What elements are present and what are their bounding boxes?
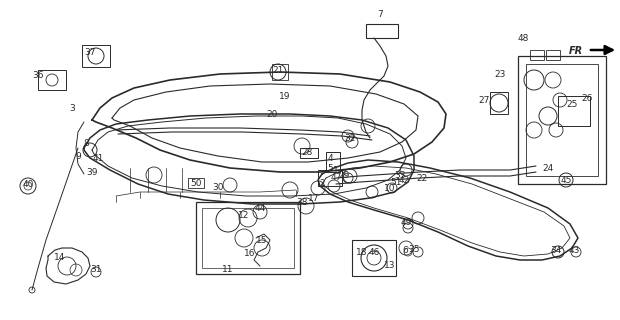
Text: 36: 36 [32, 70, 44, 79]
Text: 12: 12 [238, 211, 250, 220]
Bar [352, 240, 396, 276]
Text: 41: 41 [92, 154, 104, 163]
Text: 25: 25 [566, 100, 578, 108]
Bar [558, 96, 590, 126]
Text: 23: 23 [494, 69, 506, 78]
Text: FR: FR [569, 46, 583, 56]
Text: 46: 46 [368, 247, 379, 257]
Bar [326, 152, 340, 172]
Text: 44: 44 [254, 204, 265, 212]
Text: 31: 31 [91, 266, 102, 275]
Text: 18: 18 [356, 247, 368, 257]
Text: 4: 4 [327, 154, 333, 163]
Bar [272, 64, 288, 80]
Bar [300, 148, 318, 158]
Text: 38: 38 [296, 197, 308, 206]
Text: 9: 9 [75, 151, 81, 161]
Text: 3: 3 [69, 103, 75, 113]
Bar [366, 24, 398, 38]
Text: 39: 39 [86, 167, 98, 177]
Text: 13: 13 [384, 260, 396, 269]
Text: 32: 32 [344, 133, 356, 142]
Text: 51: 51 [390, 178, 402, 187]
Text: 22: 22 [417, 173, 428, 182]
Text: 34: 34 [551, 245, 562, 254]
Bar [82, 45, 110, 67]
Text: 1: 1 [333, 165, 339, 174]
Bar [38, 70, 66, 90]
Text: 10: 10 [384, 183, 396, 193]
Text: 47: 47 [330, 172, 342, 181]
Text: 17: 17 [308, 194, 320, 203]
Text: 50: 50 [190, 179, 202, 188]
Text: 26: 26 [582, 93, 593, 102]
Bar [188, 178, 204, 188]
Bar [490, 92, 508, 114]
Text: 37: 37 [84, 47, 95, 57]
Bar [526, 64, 598, 176]
Text: 24: 24 [542, 164, 554, 172]
Bar [318, 170, 342, 186]
Text: 33: 33 [394, 171, 405, 180]
Text: 28: 28 [301, 148, 312, 156]
Text: 2: 2 [319, 179, 325, 188]
Text: 8: 8 [83, 139, 89, 148]
Text: 16: 16 [244, 249, 255, 258]
Text: 48: 48 [517, 34, 529, 43]
Text: 30: 30 [212, 182, 224, 191]
Text: 35: 35 [408, 244, 420, 253]
Bar [202, 208, 294, 268]
Bar [546, 50, 560, 60]
Text: 49: 49 [401, 218, 412, 227]
Text: 27: 27 [478, 95, 490, 105]
Text: 19: 19 [279, 92, 291, 100]
Text: 5: 5 [327, 164, 333, 172]
Text: 21: 21 [272, 66, 284, 75]
Bar [530, 50, 544, 60]
Text: 14: 14 [55, 253, 66, 262]
Text: 11: 11 [222, 266, 234, 275]
Text: 42: 42 [399, 175, 410, 185]
Text: 45: 45 [560, 175, 572, 185]
Text: 43: 43 [569, 245, 580, 254]
Text: 6: 6 [402, 245, 408, 254]
Text: 7: 7 [377, 10, 383, 19]
Text: 15: 15 [256, 236, 268, 244]
Text: 40: 40 [22, 180, 33, 188]
Text: 29: 29 [339, 171, 350, 180]
Bar [518, 56, 606, 184]
Text: 20: 20 [267, 109, 278, 118]
Bar [196, 202, 300, 274]
